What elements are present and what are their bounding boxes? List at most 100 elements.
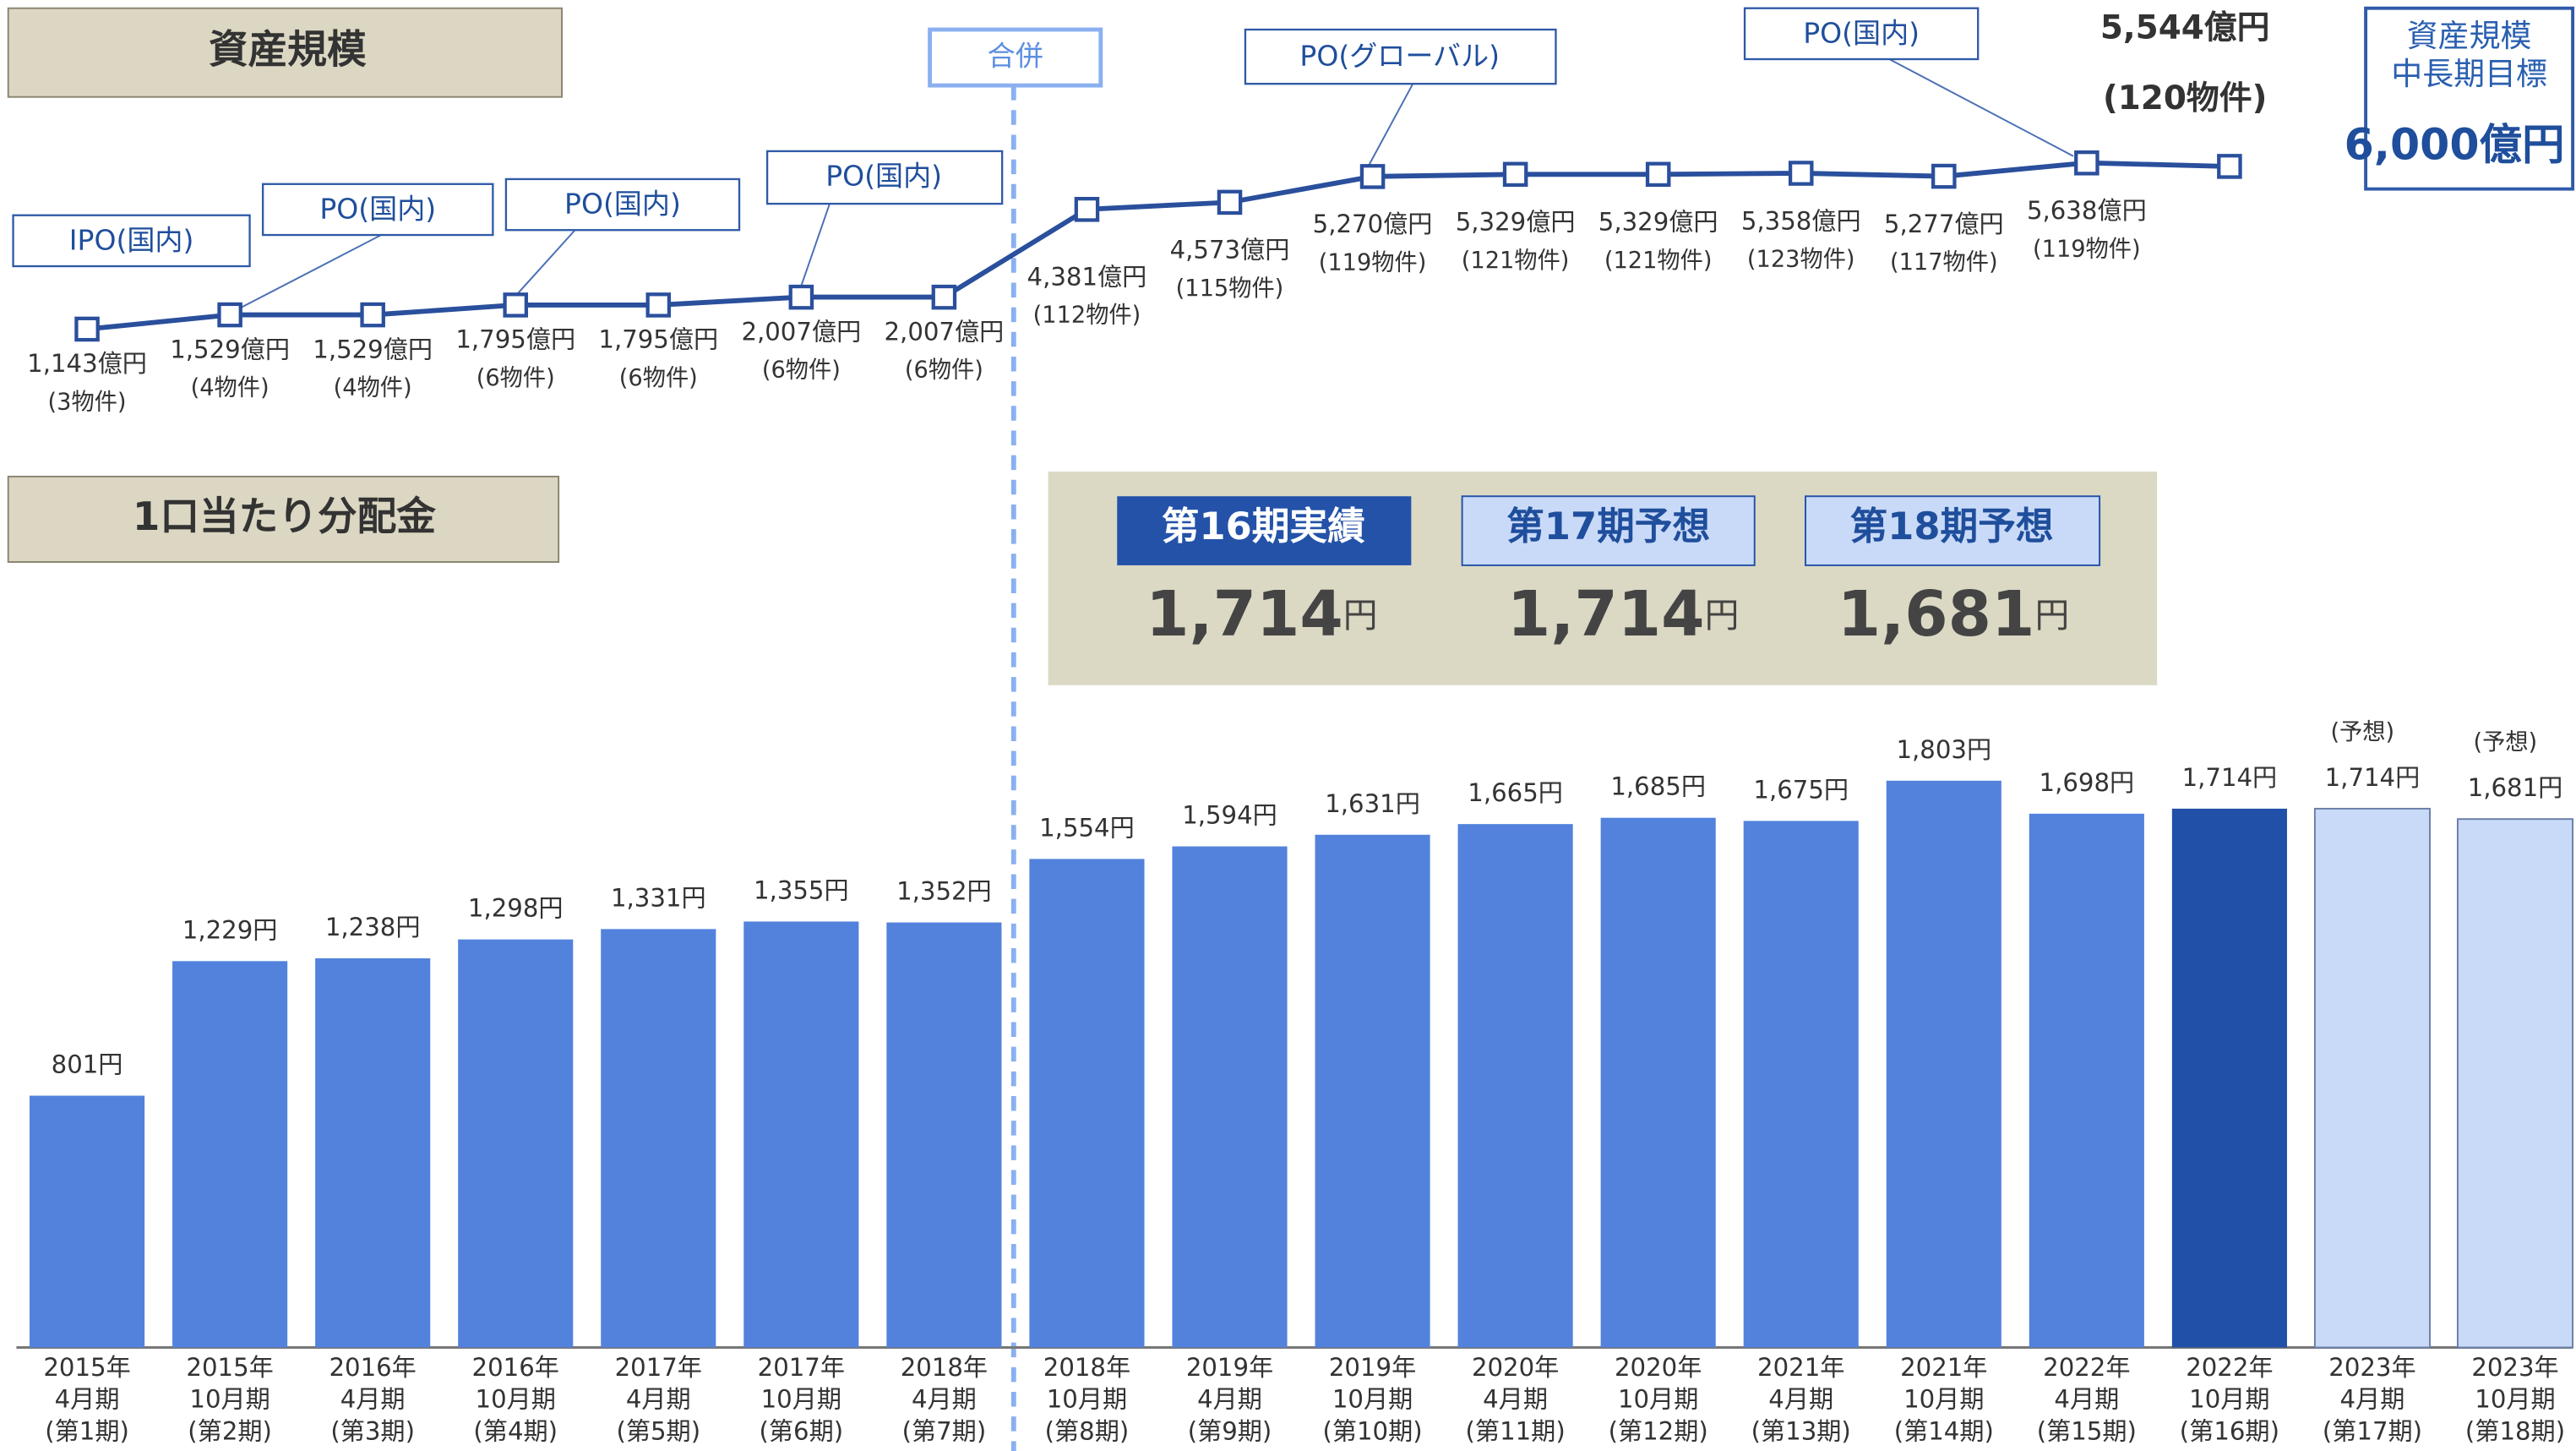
asset-marker: [788, 284, 814, 310]
leader: [799, 203, 831, 290]
forecast-note: (予想): [2330, 719, 2394, 745]
asset-value-label: 5,329億円: [1598, 208, 1718, 237]
asset-value-label: 1,143億円: [27, 349, 147, 378]
bar-value-label: 1,331円: [611, 883, 706, 912]
summary-number: 1,714: [1507, 578, 1705, 651]
asset-marker: [1074, 197, 1100, 222]
x-tick-line: 10月期: [2475, 1385, 2555, 1414]
x-tick-line: 4月期: [626, 1385, 691, 1414]
asset-property-label: (121物件): [1604, 248, 1713, 274]
event-label: IPO(国内): [69, 223, 194, 256]
x-tick-line: 2021年: [1757, 1353, 1844, 1382]
x-tick-line: 2023年: [2328, 1353, 2415, 1382]
event-box: [261, 183, 494, 237]
event-label: PO(国内): [825, 160, 942, 193]
bar: [743, 921, 859, 1348]
asset-marker: [1217, 189, 1243, 215]
asset-property-label: (117物件): [1890, 249, 1998, 275]
x-tick-label: 2018年 10月期 (第8期): [1043, 1353, 1130, 1446]
x-tick-line: 2021年: [1900, 1353, 1987, 1382]
asset-property-label: (121物件): [1462, 248, 1570, 274]
bar-value-label: 1,714円: [2325, 763, 2421, 792]
x-tick-line: 2019年: [1329, 1353, 1416, 1382]
leader: [241, 234, 382, 308]
x-tick-line: 2018年: [901, 1353, 988, 1382]
x-tick-label: 2019年 10月期 (第10期): [1322, 1353, 1422, 1446]
section-box: [7, 475, 560, 563]
asset-value-label: 5,329億円: [1456, 208, 1576, 237]
event-label: 合併: [988, 40, 1043, 73]
event-label: PO(国内): [1803, 16, 1920, 49]
x-tick-label: 2017年 10月期 (第6期): [758, 1353, 845, 1446]
asset-marker: [931, 284, 957, 310]
summary-tag: [1805, 495, 2101, 566]
asset-property-label: (115物件): [1176, 275, 1284, 302]
summary-unit: 円: [2034, 595, 2069, 635]
x-tick-line: 4月期: [912, 1385, 977, 1414]
bar: [1029, 859, 1145, 1348]
bar: [2313, 807, 2431, 1349]
bar: [1457, 824, 1573, 1348]
asset-property-label: (6物件): [905, 357, 983, 384]
x-tick-label: 2021年 10月期 (第14期): [1894, 1353, 1994, 1446]
event-box: [765, 150, 1004, 205]
leader: [513, 229, 576, 298]
asset-property-label: (4物件): [191, 375, 270, 401]
bar: [2171, 808, 2287, 1348]
asset-property-label: (119物件): [2033, 236, 2141, 262]
x-tick-label: 2021年 4月期 (第13期): [1751, 1353, 1851, 1446]
asset-value-label: 2,007億円: [741, 317, 861, 346]
target-text: 中長期目標: [2391, 56, 2547, 92]
asset-value-label: 5,638億円: [2027, 196, 2147, 225]
x-tick-line: 10月期: [1332, 1385, 1413, 1414]
section-box: [7, 7, 563, 98]
bar: [886, 922, 1002, 1348]
event-label: PO(グローバル): [1299, 40, 1500, 73]
asset-marker: [217, 302, 242, 328]
bar: [1743, 821, 1859, 1348]
x-tick-line: 10月期: [1618, 1385, 1698, 1414]
bar: [1886, 780, 2001, 1348]
x-tick-line: 10月期: [1903, 1385, 1984, 1414]
x-tick-line: 2017年: [758, 1353, 845, 1382]
x-tick-line: (第15期): [2037, 1417, 2137, 1446]
x-tick-line: (第14期): [1894, 1417, 1994, 1446]
asset-value-label: 2,007億円: [885, 317, 1005, 346]
asset-marker: [360, 302, 385, 328]
asset-marker: [1645, 161, 1671, 188]
event-label: PO(国内): [319, 192, 436, 225]
asset-property-label: (6物件): [762, 357, 841, 384]
asset-marker: [1931, 163, 1957, 189]
asset-property-label: (123物件): [1747, 247, 1855, 273]
x-tick-line: 10月期: [1047, 1385, 1127, 1414]
bar-value-label: 1,355円: [754, 876, 849, 904]
x-tick-line: (第17期): [2323, 1417, 2422, 1446]
asset-marker: [1359, 164, 1386, 189]
asset-value-label: 1,529億円: [170, 335, 290, 363]
bar: [601, 929, 716, 1348]
x-tick-label: 2017年 4月期 (第5期): [615, 1353, 702, 1446]
x-tick-line: (第5期): [616, 1417, 700, 1446]
asset-marker: [1502, 161, 1528, 188]
x-tick-line: 4月期: [2340, 1385, 2405, 1414]
x-tick-label: 2022年 10月期 (第16期): [2180, 1353, 2279, 1446]
x-tick-label: 2016年 4月期 (第3期): [329, 1353, 416, 1446]
x-tick-line: 2022年: [2043, 1353, 2130, 1382]
asset-property-label: (4物件): [334, 375, 412, 401]
target-value: 6,000億円: [2345, 120, 2565, 170]
bar: [2029, 813, 2144, 1348]
summary-label: 第18期予想: [1850, 504, 2054, 548]
asset-value-label: 1,529億円: [313, 335, 433, 363]
x-tick-line: 2015年: [43, 1353, 130, 1382]
section-title: 1口当たり分配金: [133, 494, 436, 540]
x-tick-label: 2022年 4月期 (第15期): [2037, 1353, 2137, 1446]
x-tick-line: 2020年: [1615, 1353, 1702, 1382]
asset-value-label: 4,573億円: [1170, 236, 1290, 265]
x-tick-label: 2020年 4月期 (第11期): [1466, 1353, 1566, 1446]
bar-value-label: 1,352円: [896, 877, 992, 906]
bar: [1172, 846, 1288, 1348]
bar-value-label: 1,803円: [1896, 735, 1991, 764]
x-tick-line: 10月期: [189, 1385, 270, 1414]
event-box: [928, 27, 1103, 88]
asset-value-label: 5,270億円: [1313, 210, 1433, 238]
